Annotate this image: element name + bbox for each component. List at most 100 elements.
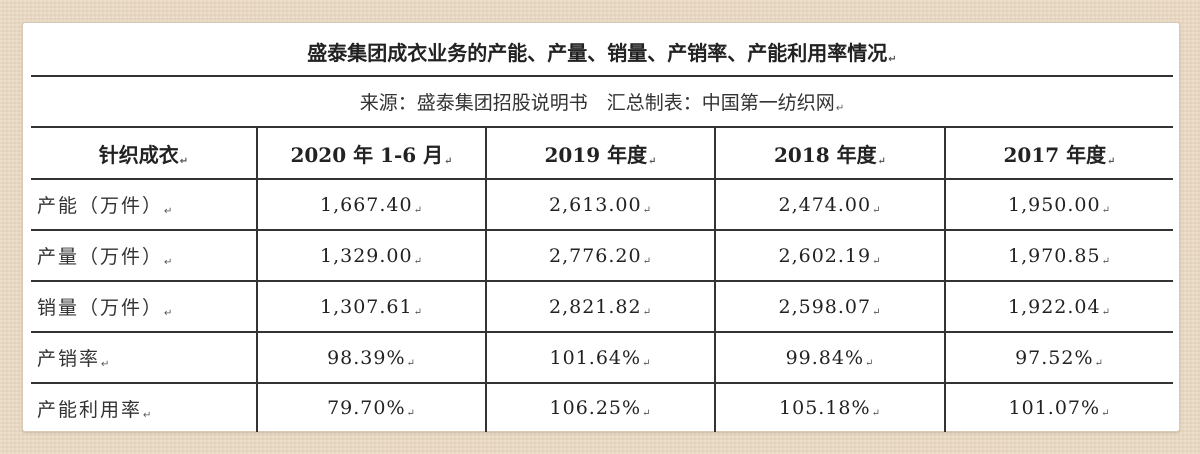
table-cell: 99.84%↵ bbox=[714, 332, 945, 384]
document-panel: 盛泰集团成衣业务的产能、产量、销量、产销率、产能利用率情况↵ 来源：盛泰集团招股… bbox=[22, 22, 1180, 432]
table-title: 盛泰集团成衣业务的产能、产量、销量、产销率、产能利用率情况↵ bbox=[31, 23, 1173, 77]
paragraph-mark-icon: ↵ bbox=[413, 306, 423, 318]
cell-value: 2,613.00 bbox=[549, 193, 642, 216]
table-cell: 1,329.00↵ bbox=[256, 230, 486, 282]
paragraph-mark-icon: ↵ bbox=[642, 306, 652, 318]
cell-value: 101.07% bbox=[1008, 397, 1101, 419]
table-cell: 106.25%↵ bbox=[485, 383, 715, 432]
cell-value: 1,667.40 bbox=[320, 193, 413, 216]
table-cell: 105.18%↵ bbox=[714, 383, 945, 432]
paragraph-mark-icon: ↵ bbox=[877, 155, 887, 167]
column-header: 2020 年 1-6 月↵ bbox=[256, 127, 486, 180]
paragraph-mark-icon: ↵ bbox=[835, 103, 845, 114]
cell-value: 2,602.19 bbox=[778, 244, 872, 267]
cell-value: 1,970.85 bbox=[1008, 244, 1101, 267]
table-cell: 2,474.00↵ bbox=[714, 179, 945, 231]
table-source-text: 来源：盛泰集团招股说明书 汇总制表：中国第一纺织网 bbox=[359, 92, 835, 114]
paragraph-mark-icon: ↵ bbox=[406, 408, 416, 419]
paragraph-mark-icon: ↵ bbox=[872, 255, 882, 267]
paragraph-mark-icon: ↵ bbox=[642, 408, 652, 419]
column-header-text: 2017 年度 bbox=[1003, 142, 1107, 167]
table-cell: 2,776.20↵ bbox=[485, 230, 715, 282]
cell-value: 2,598.07 bbox=[778, 295, 872, 318]
cell-value: 98.39% bbox=[327, 346, 406, 369]
paragraph-mark-icon: ↵ bbox=[865, 357, 875, 369]
column-header-text: 针织成衣 bbox=[98, 142, 179, 167]
row-label-text: 产能利用率 bbox=[37, 398, 143, 421]
paragraph-mark-icon: ↵ bbox=[1107, 155, 1116, 167]
paragraph-mark-icon: ↵ bbox=[1101, 255, 1111, 267]
table-cell: 2,821.82↵ bbox=[485, 281, 715, 333]
paragraph-mark-icon: ↵ bbox=[164, 308, 175, 319]
column-header: 2019 年度↵ bbox=[485, 127, 715, 180]
paragraph-mark-icon: ↵ bbox=[642, 255, 652, 267]
table-cell: 97.52%↵ bbox=[944, 332, 1173, 384]
cell-value: 1,922.04 bbox=[1008, 295, 1101, 318]
paragraph-mark-icon: ↵ bbox=[872, 204, 882, 216]
paragraph-mark-icon: ↵ bbox=[179, 155, 189, 167]
row-label: 销量（万件）↵ bbox=[31, 281, 257, 333]
row-label: 产能（万件）↵ bbox=[31, 179, 257, 231]
paragraph-mark-icon: ↵ bbox=[1101, 204, 1111, 216]
table-cell: 1,307.61↵ bbox=[256, 281, 486, 333]
table-cell: 1,922.04↵ bbox=[944, 281, 1173, 333]
cell-value: 2,776.20 bbox=[549, 244, 642, 267]
row-label-text: 产量（万件） bbox=[37, 246, 164, 268]
paragraph-mark-icon: ↵ bbox=[1101, 306, 1111, 318]
paragraph-mark-icon: ↵ bbox=[642, 357, 652, 369]
capacity-table: 盛泰集团成衣业务的产能、产量、销量、产销率、产能利用率情况↵ 来源：盛泰集团招股… bbox=[31, 23, 1173, 432]
row-label-text: 产销率 bbox=[37, 348, 101, 370]
paragraph-mark-icon: ↵ bbox=[888, 53, 897, 65]
paragraph-mark-icon: ↵ bbox=[648, 155, 657, 167]
column-header: 针织成衣↵ bbox=[31, 127, 257, 180]
table-cell: 1,950.00↵ bbox=[944, 179, 1173, 231]
paragraph-mark-icon: ↵ bbox=[143, 409, 154, 421]
paragraph-mark-icon: ↵ bbox=[872, 306, 882, 318]
column-header-text: 2019 年度 bbox=[544, 142, 648, 167]
cell-value: 1,329.00 bbox=[320, 244, 413, 267]
cell-value: 101.64% bbox=[549, 346, 642, 369]
paragraph-mark-icon: ↵ bbox=[1101, 408, 1111, 419]
table-row: 产能利用率↵ 79.70%↵ 106.25%↵ 105.18%↵ 101.07%… bbox=[31, 383, 1173, 432]
paragraph-mark-icon: ↵ bbox=[413, 204, 423, 216]
paragraph-mark-icon: ↵ bbox=[164, 257, 175, 268]
cell-value: 106.25% bbox=[549, 397, 642, 419]
row-label: 产能利用率↵ bbox=[31, 383, 257, 432]
table-cell: 101.07%↵ bbox=[944, 383, 1173, 432]
paragraph-mark-icon: ↵ bbox=[642, 204, 652, 216]
cell-value: 79.70% bbox=[327, 397, 406, 419]
table-row: 销量（万件）↵ 1,307.61↵ 2,821.82↵ 2,598.07↵ 1,… bbox=[31, 281, 1173, 333]
column-header-text: 2018 年度 bbox=[773, 142, 877, 167]
column-header-text: 2020 年 1-6 月 bbox=[290, 142, 444, 167]
paragraph-mark-icon: ↵ bbox=[101, 359, 112, 370]
paragraph-mark-icon: ↵ bbox=[413, 255, 423, 267]
row-label: 产销率↵ bbox=[31, 332, 257, 384]
table-title-text: 盛泰集团成衣业务的产能、产量、销量、产销率、产能利用率情况 bbox=[307, 40, 888, 65]
table-row: 产销率↵ 98.39%↵ 101.64%↵ 99.84%↵ 97.52%↵ bbox=[31, 332, 1173, 384]
table-row: 产能（万件）↵ 1,667.40↵ 2,613.00↵ 2,474.00↵ 1,… bbox=[31, 179, 1173, 231]
header-row: 针织成衣↵ 2020 年 1-6 月↵ 2019 年度↵ 2018 年度↵ 20… bbox=[31, 127, 1173, 180]
table-cell: 98.39%↵ bbox=[256, 332, 486, 384]
table-cell: 1,667.40↵ bbox=[256, 179, 486, 231]
row-label-text: 销量（万件） bbox=[37, 297, 164, 319]
table-cell: 101.64%↵ bbox=[485, 332, 715, 384]
title-row: 盛泰集团成衣业务的产能、产量、销量、产销率、产能利用率情况↵ bbox=[31, 23, 1173, 77]
paragraph-mark-icon: ↵ bbox=[444, 155, 453, 167]
row-label-text: 产能（万件） bbox=[37, 195, 164, 217]
row-label: 产量（万件）↵ bbox=[31, 230, 257, 282]
table-source: 来源：盛泰集团招股说明书 汇总制表：中国第一纺织网↵ bbox=[31, 76, 1173, 128]
source-row: 来源：盛泰集团招股说明书 汇总制表：中国第一纺织网↵ bbox=[31, 76, 1173, 128]
column-header: 2017 年度↵ bbox=[944, 127, 1173, 180]
paragraph-mark-icon: ↵ bbox=[406, 357, 416, 369]
table-row: 产量（万件）↵ 1,329.00↵ 2,776.20↵ 2,602.19↵ 1,… bbox=[31, 230, 1173, 282]
column-header: 2018 年度↵ bbox=[714, 127, 945, 180]
cell-value: 105.18% bbox=[779, 397, 871, 419]
table-cell: 1,970.85↵ bbox=[944, 230, 1173, 282]
table-cell: 2,598.07↵ bbox=[714, 281, 945, 333]
table-cell: 2,613.00↵ bbox=[485, 179, 715, 231]
cell-value: 97.52% bbox=[1015, 346, 1094, 369]
table-cell: 79.70%↵ bbox=[256, 383, 486, 432]
paragraph-mark-icon: ↵ bbox=[871, 408, 881, 419]
cell-value: 2,474.00 bbox=[778, 193, 872, 216]
paragraph-mark-icon: ↵ bbox=[164, 206, 175, 217]
